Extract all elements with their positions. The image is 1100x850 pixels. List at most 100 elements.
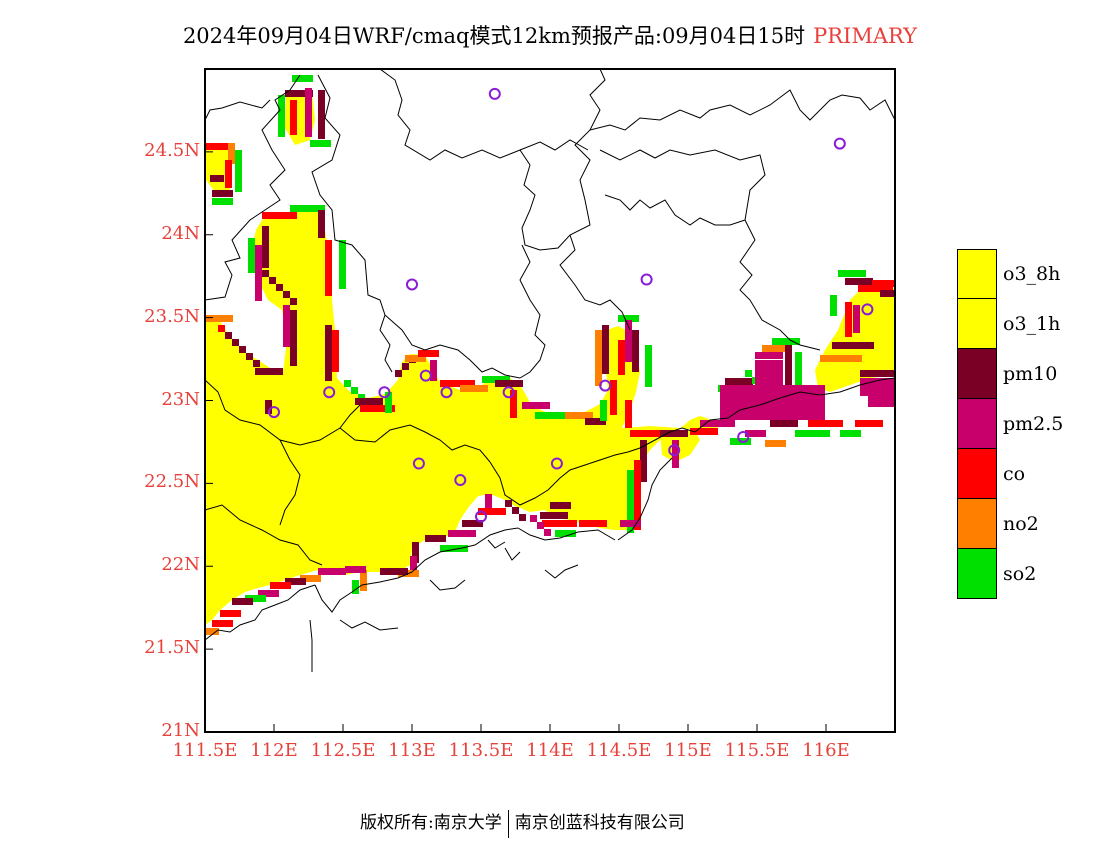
- grid-cell: [205, 628, 212, 635]
- grid-cell: [519, 514, 526, 521]
- grid-cell: [672, 440, 679, 447]
- grid-cell: [674, 430, 681, 437]
- grid-cell: [272, 590, 279, 597]
- grid-cell: [704, 428, 711, 435]
- grid-cell: [278, 123, 285, 130]
- grid-cell: [785, 380, 792, 387]
- grid-cell: [839, 342, 846, 349]
- grid-cell: [732, 378, 739, 385]
- grid-cell: [625, 327, 632, 334]
- grid-cell: [440, 545, 447, 552]
- grid-cell: [401, 568, 408, 575]
- legend-swatch: [957, 249, 997, 299]
- grid-cell: [869, 420, 876, 427]
- grid-cell: [784, 420, 791, 427]
- grid-cell: [290, 121, 297, 128]
- grid-cell: [848, 355, 855, 362]
- grid-cell: [218, 325, 225, 332]
- legend-label: o3_1h: [1003, 313, 1061, 335]
- grid-cell: [269, 212, 276, 219]
- grid-cell: [600, 520, 607, 527]
- grid-cell: [285, 90, 292, 97]
- grid-cell: [530, 515, 537, 522]
- grid-cell: [439, 535, 446, 542]
- grid-cell: [360, 584, 367, 591]
- station-marker: [599, 379, 612, 392]
- grid-cell: [225, 332, 232, 339]
- y-tick-label: 22N: [161, 554, 200, 576]
- grid-cell: [556, 412, 563, 419]
- legend-label: o3_8h: [1003, 263, 1061, 285]
- grid-cell: [283, 326, 290, 333]
- grid-cell: [829, 420, 836, 427]
- grid-cell: [318, 568, 325, 575]
- grid-cell: [225, 174, 232, 181]
- grid-cell: [620, 520, 627, 527]
- grid-cell: [352, 566, 359, 573]
- grid-cell: [255, 252, 262, 259]
- grid-cell: [862, 420, 869, 427]
- grid-cell: [634, 516, 641, 523]
- grid-cell: [283, 312, 290, 319]
- grid-cell: [795, 352, 802, 359]
- legend-label: pm10: [1003, 363, 1058, 385]
- grid-cell: [205, 315, 212, 322]
- grid-cell: [447, 380, 454, 387]
- grid-cell: [462, 520, 469, 527]
- y-tick-label: 22.5N: [144, 471, 200, 493]
- grid-cell: [226, 620, 233, 627]
- grid-cell: [432, 350, 439, 357]
- grid-cell: [707, 420, 714, 427]
- grid-cell: [318, 90, 325, 97]
- grid-cell: [625, 400, 632, 407]
- grid-cell: [314, 575, 321, 582]
- grid-cell: [503, 376, 510, 383]
- grid-cell: [746, 378, 753, 385]
- copyright-footer: 版权所有:南京大学 南京创蓝科技有限公司: [360, 808, 685, 838]
- grid-cell: [290, 331, 297, 338]
- grid-cell: [860, 342, 867, 349]
- station-marker: [550, 457, 563, 470]
- grid-cell: [460, 385, 467, 392]
- grid-cell: [219, 190, 226, 197]
- grid-cell: [318, 224, 325, 231]
- grid-cell: [772, 440, 779, 447]
- grid-cell: [325, 360, 332, 367]
- y-tick-label: 21.5N: [144, 637, 200, 659]
- grid-cell: [305, 116, 312, 123]
- grid-cell: [845, 309, 852, 316]
- grid-cell: [278, 130, 285, 137]
- grid-cell: [595, 337, 602, 344]
- legend-swatch: [957, 449, 997, 499]
- grid-cell: [278, 116, 285, 123]
- grid-cell: [627, 520, 634, 527]
- grid-cell: [235, 150, 242, 157]
- grid-cell: [549, 520, 556, 527]
- grid-cell: [318, 231, 325, 238]
- grid-cell: [565, 412, 572, 419]
- grid-cell: [297, 205, 304, 212]
- grid-cell: [430, 367, 437, 374]
- grid-cell: [634, 509, 641, 516]
- pm25-block: [720, 385, 825, 420]
- grid-cell: [640, 468, 647, 475]
- grid-cell: [730, 438, 737, 445]
- grid-cell: [785, 359, 792, 366]
- grid-cell: [412, 549, 419, 556]
- grid-cell: [462, 530, 469, 537]
- grid-cell: [269, 368, 276, 375]
- grid-cell: [355, 398, 362, 405]
- grid-cell: [360, 405, 367, 412]
- grid-cell: [634, 460, 641, 467]
- station-marker: [419, 369, 432, 382]
- grid-cell: [360, 577, 367, 584]
- legend-swatch: [957, 399, 997, 449]
- grid-cell: [283, 340, 290, 347]
- grid-cell: [802, 430, 809, 437]
- grid-cell: [339, 254, 346, 261]
- grid-cell: [325, 261, 332, 268]
- grid-cell: [512, 507, 519, 514]
- grid-cell: [212, 190, 219, 197]
- grid-cell: [318, 205, 325, 212]
- grid-cell: [602, 332, 609, 339]
